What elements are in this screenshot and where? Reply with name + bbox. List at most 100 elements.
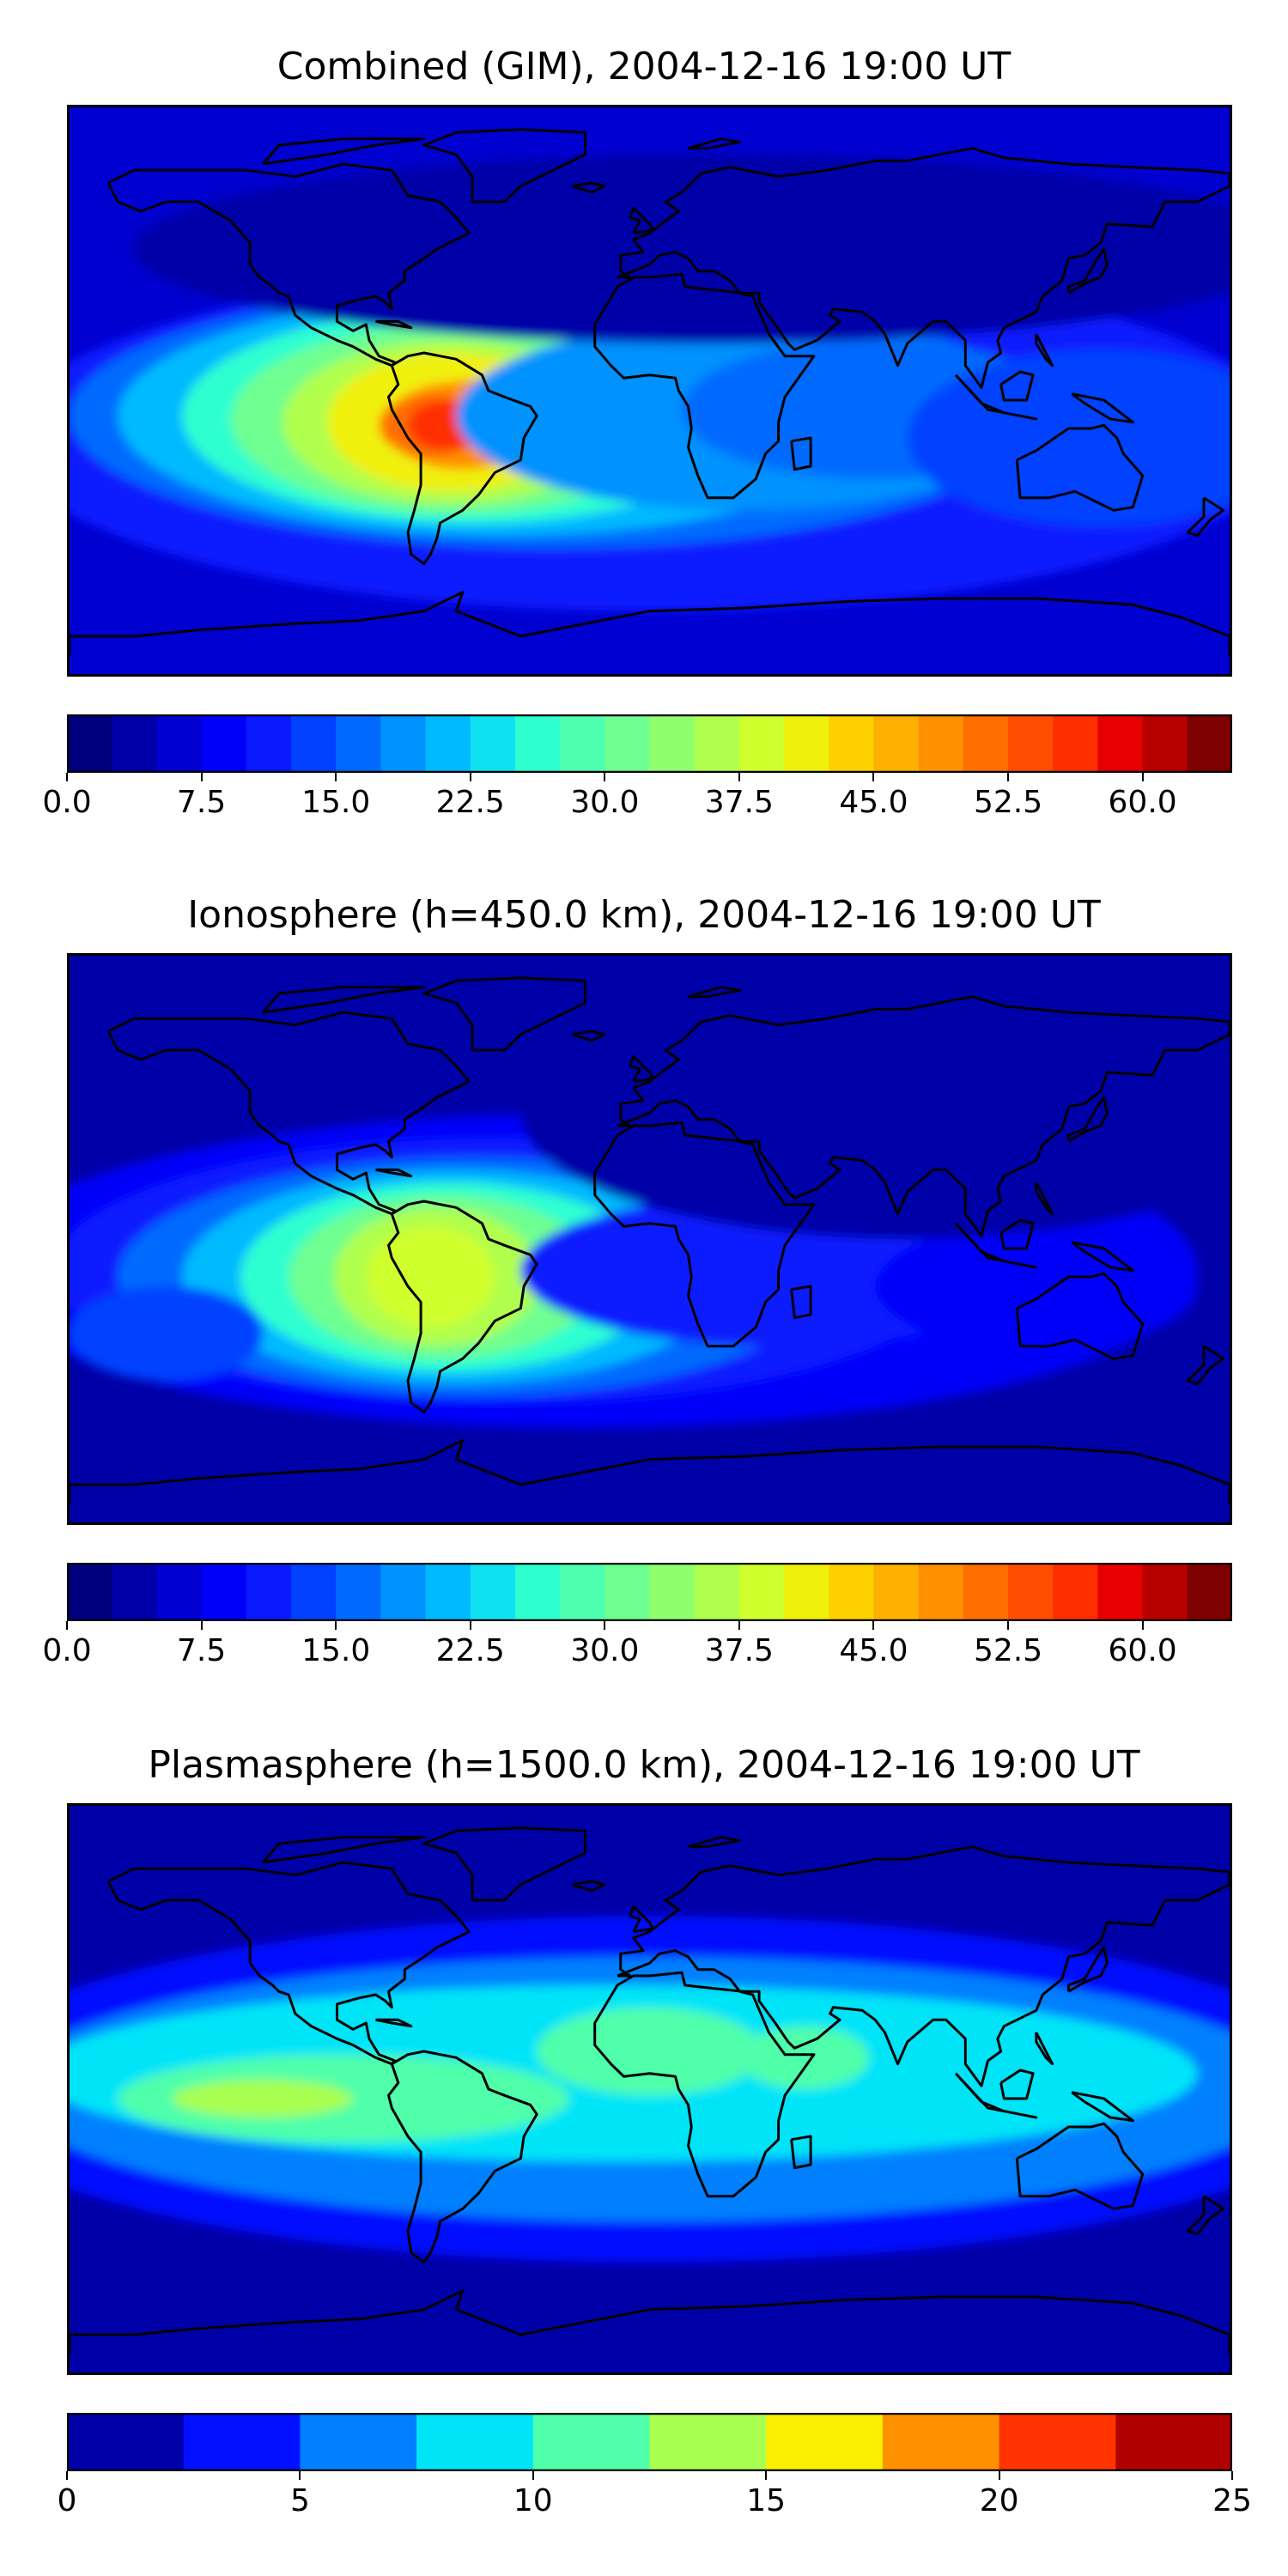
colorbar-swatch <box>963 1563 1009 1621</box>
coastline-cuba <box>375 1168 413 1178</box>
coastline-philippines <box>1035 2032 1054 2066</box>
colorbar-swatch <box>246 1563 292 1621</box>
colorbar <box>67 2413 1232 2471</box>
colorbar-tick <box>66 2471 68 2480</box>
colorbar-tick-label: 52.5 <box>973 785 1043 820</box>
colorbar-swatch <box>1187 1563 1232 1621</box>
coastline-australia <box>1015 423 1145 512</box>
colorbar-swatch <box>1053 714 1099 773</box>
colorbar-swatch <box>514 714 561 773</box>
chart-title: Plasmasphere (h=1500.0 km), 2004-12-16 1… <box>148 1743 1140 1787</box>
colorbar-tick <box>335 1621 337 1630</box>
colorbar-swatch <box>649 2413 767 2471</box>
colorbar-tick-label: 30.0 <box>570 785 640 820</box>
coastlines <box>70 976 1230 1504</box>
coastline-south-america <box>387 351 538 566</box>
coastline-cuba <box>375 2018 413 2028</box>
colorbar-swatch <box>829 714 875 773</box>
tec-contours <box>70 155 1230 611</box>
coastline-uk <box>629 1054 654 1084</box>
coastline-greenland <box>422 976 586 1052</box>
colorbar-tick-label: 45.0 <box>839 785 908 820</box>
colorbar-tick-label: 0.0 <box>42 1633 92 1668</box>
coastline-indonesia <box>954 374 1038 421</box>
colorbar-tick-label: 22.5 <box>435 1633 505 1668</box>
colorbar-tick-label: 52.5 <box>973 1633 1043 1668</box>
colorbar-swatch <box>336 1563 381 1621</box>
contour-level-4 <box>537 2007 762 2096</box>
colorbar-swatch <box>560 714 605 773</box>
coastline-uk <box>629 1905 654 1934</box>
contour-level-14 <box>134 155 1230 343</box>
contour-level-6 <box>173 2080 354 2117</box>
colorbar-swatch <box>300 2413 417 2471</box>
colorbar-swatch <box>425 714 471 773</box>
coastline-eurasia-africa <box>593 147 1230 500</box>
colorbar-tick <box>200 1621 203 1630</box>
coastline-south-america <box>387 2050 538 2264</box>
coastline-madagascar <box>790 2135 812 2170</box>
coastline-svalbard <box>688 1836 742 1849</box>
colorbar-swatch <box>183 2413 301 2471</box>
colorbar-tick <box>469 1621 471 1630</box>
colorbar-swatch <box>1008 1563 1054 1621</box>
colorbar-tick <box>1141 773 1144 781</box>
coastline-eurasia-africa <box>593 995 1230 1348</box>
coastline-borneo <box>999 370 1035 402</box>
coastline-madagascar <box>790 436 812 471</box>
colorbar <box>67 714 1232 773</box>
coastlines <box>70 128 1230 655</box>
colorbar-tick-label: 37.5 <box>704 1633 774 1668</box>
tec-contours <box>70 987 1230 1428</box>
coastline-arctic-islands <box>262 137 426 166</box>
colorbar-swatch <box>470 1563 516 1621</box>
coastline-new-zealand <box>1186 496 1224 538</box>
colorbar-swatch <box>156 714 203 773</box>
colorbar-swatch <box>67 1563 112 1621</box>
colorbar-tick-label: 15 <box>746 2483 787 2518</box>
colorbar-swatch <box>694 1563 740 1621</box>
colorbar-swatch <box>738 714 785 773</box>
colorbar-tick <box>469 773 471 781</box>
coastline-antarctica <box>70 1439 1230 1504</box>
colorbar-swatch <box>784 714 829 773</box>
colorbar-swatch <box>829 1563 875 1621</box>
coastline-svalbard <box>688 137 742 150</box>
colorbar-tick <box>738 1621 740 1630</box>
colorbar-swatch <box>649 714 696 773</box>
colorbar-tick-label: 22.5 <box>435 785 505 820</box>
colorbar-tick-label: 15.0 <box>301 1633 371 1668</box>
coastline-south-america <box>387 1200 538 1414</box>
colorbar-swatch <box>67 714 112 773</box>
colorbar-tick-label: 0.0 <box>42 785 92 820</box>
coastline-arctic-islands <box>262 1836 426 1864</box>
colorbar-swatch <box>1187 714 1232 773</box>
colorbar-ticks: 0 5 10 15 20 25 <box>58 2471 1252 2523</box>
colorbar-swatch <box>1142 1563 1188 1621</box>
colorbar-swatch <box>470 714 516 773</box>
colorbar-swatch <box>784 1563 829 1621</box>
colorbar-swatch <box>336 714 381 773</box>
coastline-iceland <box>571 181 606 194</box>
colorbar-frame <box>67 714 1232 773</box>
colorbar-tick <box>998 2471 1000 2480</box>
colorbar-tick <box>66 773 68 781</box>
colorbar-tick <box>1231 2471 1233 2480</box>
colorbar-tick <box>532 2471 534 2480</box>
colorbar-swatch <box>1008 714 1054 773</box>
colorbar-swatch <box>201 1563 247 1621</box>
colorbar-swatch <box>963 714 1009 773</box>
coastline-philippines <box>1035 333 1054 368</box>
colorbar-swatch <box>290 1563 337 1621</box>
colorbar-tick-label: 30.0 <box>570 1633 640 1668</box>
coastline-madagascar <box>790 1285 812 1320</box>
colorbar-swatch <box>605 714 651 773</box>
coastline-eurasia-africa <box>593 1845 1230 2198</box>
colorbar-tick-label: 25 <box>1212 2483 1252 2518</box>
colorbar-tick-label: 60.0 <box>1108 1633 1177 1668</box>
colorbar <box>67 1563 1232 1621</box>
coastline-north-america <box>106 1011 471 1216</box>
colorbar-swatch <box>1142 714 1188 773</box>
coastline-japan <box>1066 247 1109 295</box>
colorbar-swatch <box>1115 2413 1232 2471</box>
